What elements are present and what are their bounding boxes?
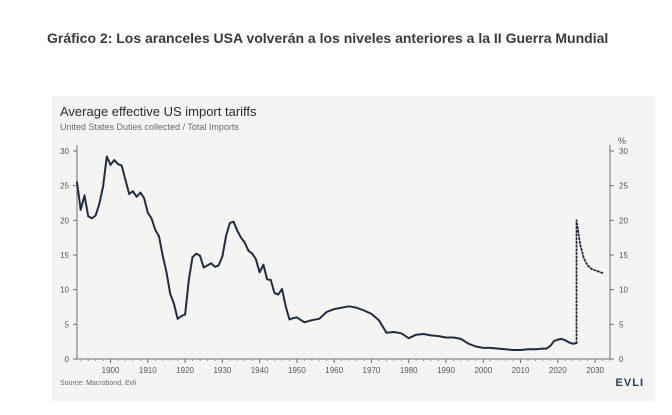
y-tick-label-right: 20 bbox=[619, 216, 628, 225]
y-tick-label-left: 15 bbox=[60, 251, 69, 260]
y-tick-label-left: 10 bbox=[60, 286, 69, 295]
x-tick-label: 1980 bbox=[400, 366, 418, 375]
source-note: Source: Macrobond, Evli bbox=[60, 380, 137, 387]
x-tick-label: 2030 bbox=[586, 366, 604, 375]
y-tick-label-left: 0 bbox=[65, 355, 70, 364]
x-tick-label: 1910 bbox=[139, 366, 157, 375]
chart-card: Average effective US import tariffs Unit… bbox=[52, 96, 655, 401]
y-tick-label-left: 20 bbox=[60, 216, 69, 225]
y-tick-label-right: 25 bbox=[619, 182, 628, 191]
x-tick-label: 1990 bbox=[437, 366, 455, 375]
y-tick-label-right: 0 bbox=[619, 355, 624, 364]
y-tick-label-right: 10 bbox=[619, 286, 628, 295]
x-tick-label: 1930 bbox=[213, 366, 231, 375]
x-tick-label: 2020 bbox=[549, 366, 567, 375]
brand-logo: EVLI bbox=[616, 377, 644, 389]
page-heading: Gráfico 2: Los aranceles USA volverán a … bbox=[47, 30, 609, 46]
x-tick-label: 1900 bbox=[102, 366, 120, 375]
y-tick-label-right: 30 bbox=[619, 147, 628, 156]
unit-label: % bbox=[618, 136, 626, 146]
historical-series-line bbox=[76, 155, 578, 351]
chart-subtitle: United States Duties collected / Total I… bbox=[60, 122, 239, 132]
x-tick-label: 1940 bbox=[251, 366, 269, 375]
x-tick-label: 1960 bbox=[325, 366, 343, 375]
tariff-line-chart: Average effective US import tariffs Unit… bbox=[60, 104, 644, 389]
x-tick-label: 2000 bbox=[474, 366, 492, 375]
x-tick-label: 1920 bbox=[176, 366, 194, 375]
y-tick-label-right: 5 bbox=[619, 320, 624, 329]
x-tick-label: 1950 bbox=[288, 366, 306, 375]
y-tick-label-left: 25 bbox=[60, 182, 69, 191]
x-tick-label: 2010 bbox=[512, 366, 530, 375]
series-layer bbox=[76, 155, 604, 351]
projection-series-line bbox=[575, 219, 604, 345]
y-tick-label-left: 5 bbox=[65, 320, 70, 329]
x-tick-label: 1970 bbox=[363, 366, 381, 375]
y-tick-label-right: 15 bbox=[619, 251, 628, 260]
y-tick-label-left: 30 bbox=[60, 147, 69, 156]
chart-title: Average effective US import tariffs bbox=[60, 104, 257, 119]
